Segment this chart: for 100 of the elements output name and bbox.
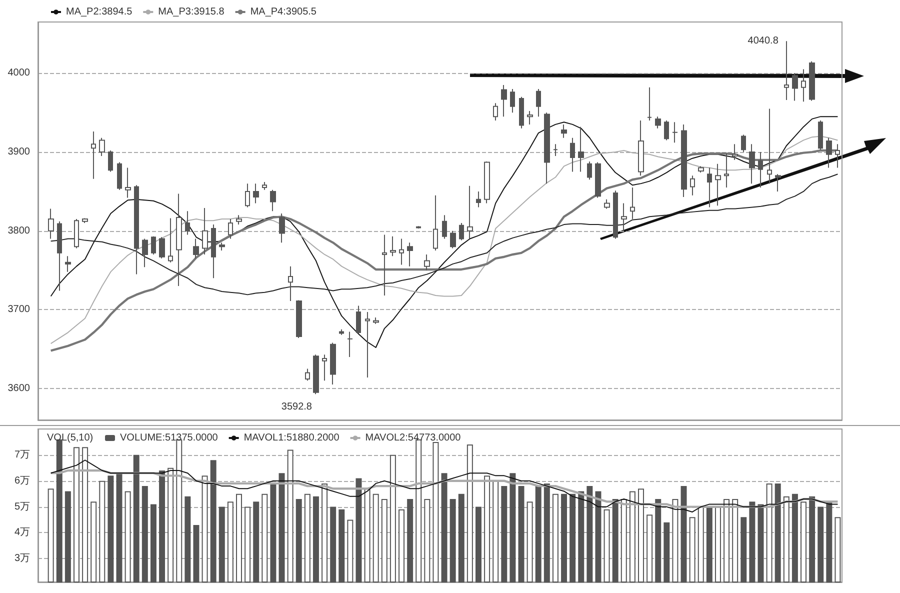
candlestick	[732, 144, 738, 160]
candlestick	[356, 305, 361, 334]
candlestick	[48, 208, 54, 240]
candlestick	[749, 144, 755, 184]
y-tick-label: 3700	[8, 304, 30, 316]
candlestick	[613, 190, 618, 240]
candlestick	[390, 236, 396, 257]
candlestick	[561, 124, 567, 138]
y-tick-label: 3万	[14, 553, 30, 564]
legend-label: MA_P2:3894.5	[66, 6, 133, 18]
candlestick	[270, 189, 276, 212]
candlestick	[570, 137, 575, 172]
y-tick-label: 3600	[8, 382, 30, 394]
legend-label: MAVOL2:54773.0000	[365, 432, 462, 444]
candlestick	[313, 354, 319, 395]
candlestick	[527, 110, 533, 125]
candlestick	[510, 88, 515, 114]
candlestick	[193, 238, 199, 259]
y-tick-label: 3800	[8, 225, 30, 236]
candlestick	[758, 152, 763, 188]
candlestick	[296, 300, 302, 339]
candlestick	[595, 162, 601, 198]
candlestick	[211, 224, 216, 279]
candlestick	[442, 214, 447, 240]
candlestick	[578, 126, 584, 172]
candlestick	[835, 144, 840, 168]
candlestick	[142, 238, 148, 268]
candlestick	[467, 185, 473, 240]
candlestick	[424, 254, 430, 271]
line-series	[50, 460, 838, 512]
y-tick-label: 3900	[8, 146, 30, 158]
candlestick	[630, 187, 635, 220]
candlestick	[125, 167, 131, 198]
candlestick	[134, 184, 139, 275]
candlestick	[553, 144, 558, 156]
candlestick	[399, 238, 404, 266]
legend-label: MA_P3:3915.8	[158, 6, 225, 18]
candlestick	[818, 120, 823, 150]
candlestick	[99, 137, 105, 156]
candlestick	[707, 167, 712, 208]
candlestick	[151, 236, 156, 255]
candlestick	[168, 218, 173, 263]
candlestick	[279, 213, 285, 244]
candlestick	[459, 222, 464, 241]
candlestick	[330, 342, 336, 386]
candlestick	[219, 242, 225, 252]
candlestick	[159, 236, 165, 259]
candlestick	[322, 354, 327, 382]
candlestick	[253, 183, 259, 204]
candlestick	[647, 86, 652, 122]
candlestick	[801, 68, 806, 102]
line-series	[50, 174, 838, 296]
candlestick	[741, 134, 746, 153]
y-tick-label: 6万	[14, 475, 30, 486]
candlestick	[484, 160, 490, 204]
candlestick	[228, 218, 233, 240]
candlestick	[57, 220, 62, 292]
candlestick	[544, 112, 550, 184]
candlestick	[792, 72, 798, 102]
candlestick	[382, 234, 387, 296]
annotation: 4040.8	[748, 36, 779, 47]
candlestick	[621, 202, 627, 232]
y-tick-label: 5万	[14, 501, 30, 512]
candlestick	[672, 122, 678, 144]
candlestick	[288, 266, 293, 302]
candlestick	[416, 226, 421, 229]
candlestick	[476, 190, 481, 208]
candlestick	[65, 256, 71, 272]
candlestick	[604, 198, 610, 210]
candlestick	[724, 153, 729, 188]
candlestick	[519, 96, 524, 129]
candlestick	[74, 218, 79, 249]
candlestick	[698, 166, 704, 174]
candlestick	[536, 88, 541, 118]
candlestick	[493, 102, 498, 122]
y-tick-label: 4万	[14, 527, 30, 538]
candlestick	[245, 183, 250, 208]
y-tick-label: 7万	[14, 449, 30, 460]
candlestick	[690, 175, 695, 196]
candlestick	[809, 60, 815, 102]
candlestick	[339, 328, 344, 336]
candlestick	[826, 137, 832, 168]
candlestick	[715, 163, 721, 206]
candlestick	[262, 181, 267, 190]
candlestick	[305, 368, 310, 382]
candlestick	[373, 317, 379, 324]
candlestick	[117, 162, 122, 190]
annotation: 3592.8	[281, 402, 312, 413]
candlestick	[407, 242, 413, 267]
candlestick	[176, 193, 182, 287]
candlestick	[501, 84, 507, 118]
candlestick	[587, 160, 592, 180]
candlestick	[91, 131, 96, 180]
candlestick	[365, 312, 370, 378]
candlestick	[236, 214, 242, 226]
candlestick	[108, 150, 113, 172]
candlestick	[784, 40, 789, 101]
candlestick	[347, 331, 353, 358]
candlestick	[185, 210, 190, 236]
candlestick	[681, 124, 687, 198]
